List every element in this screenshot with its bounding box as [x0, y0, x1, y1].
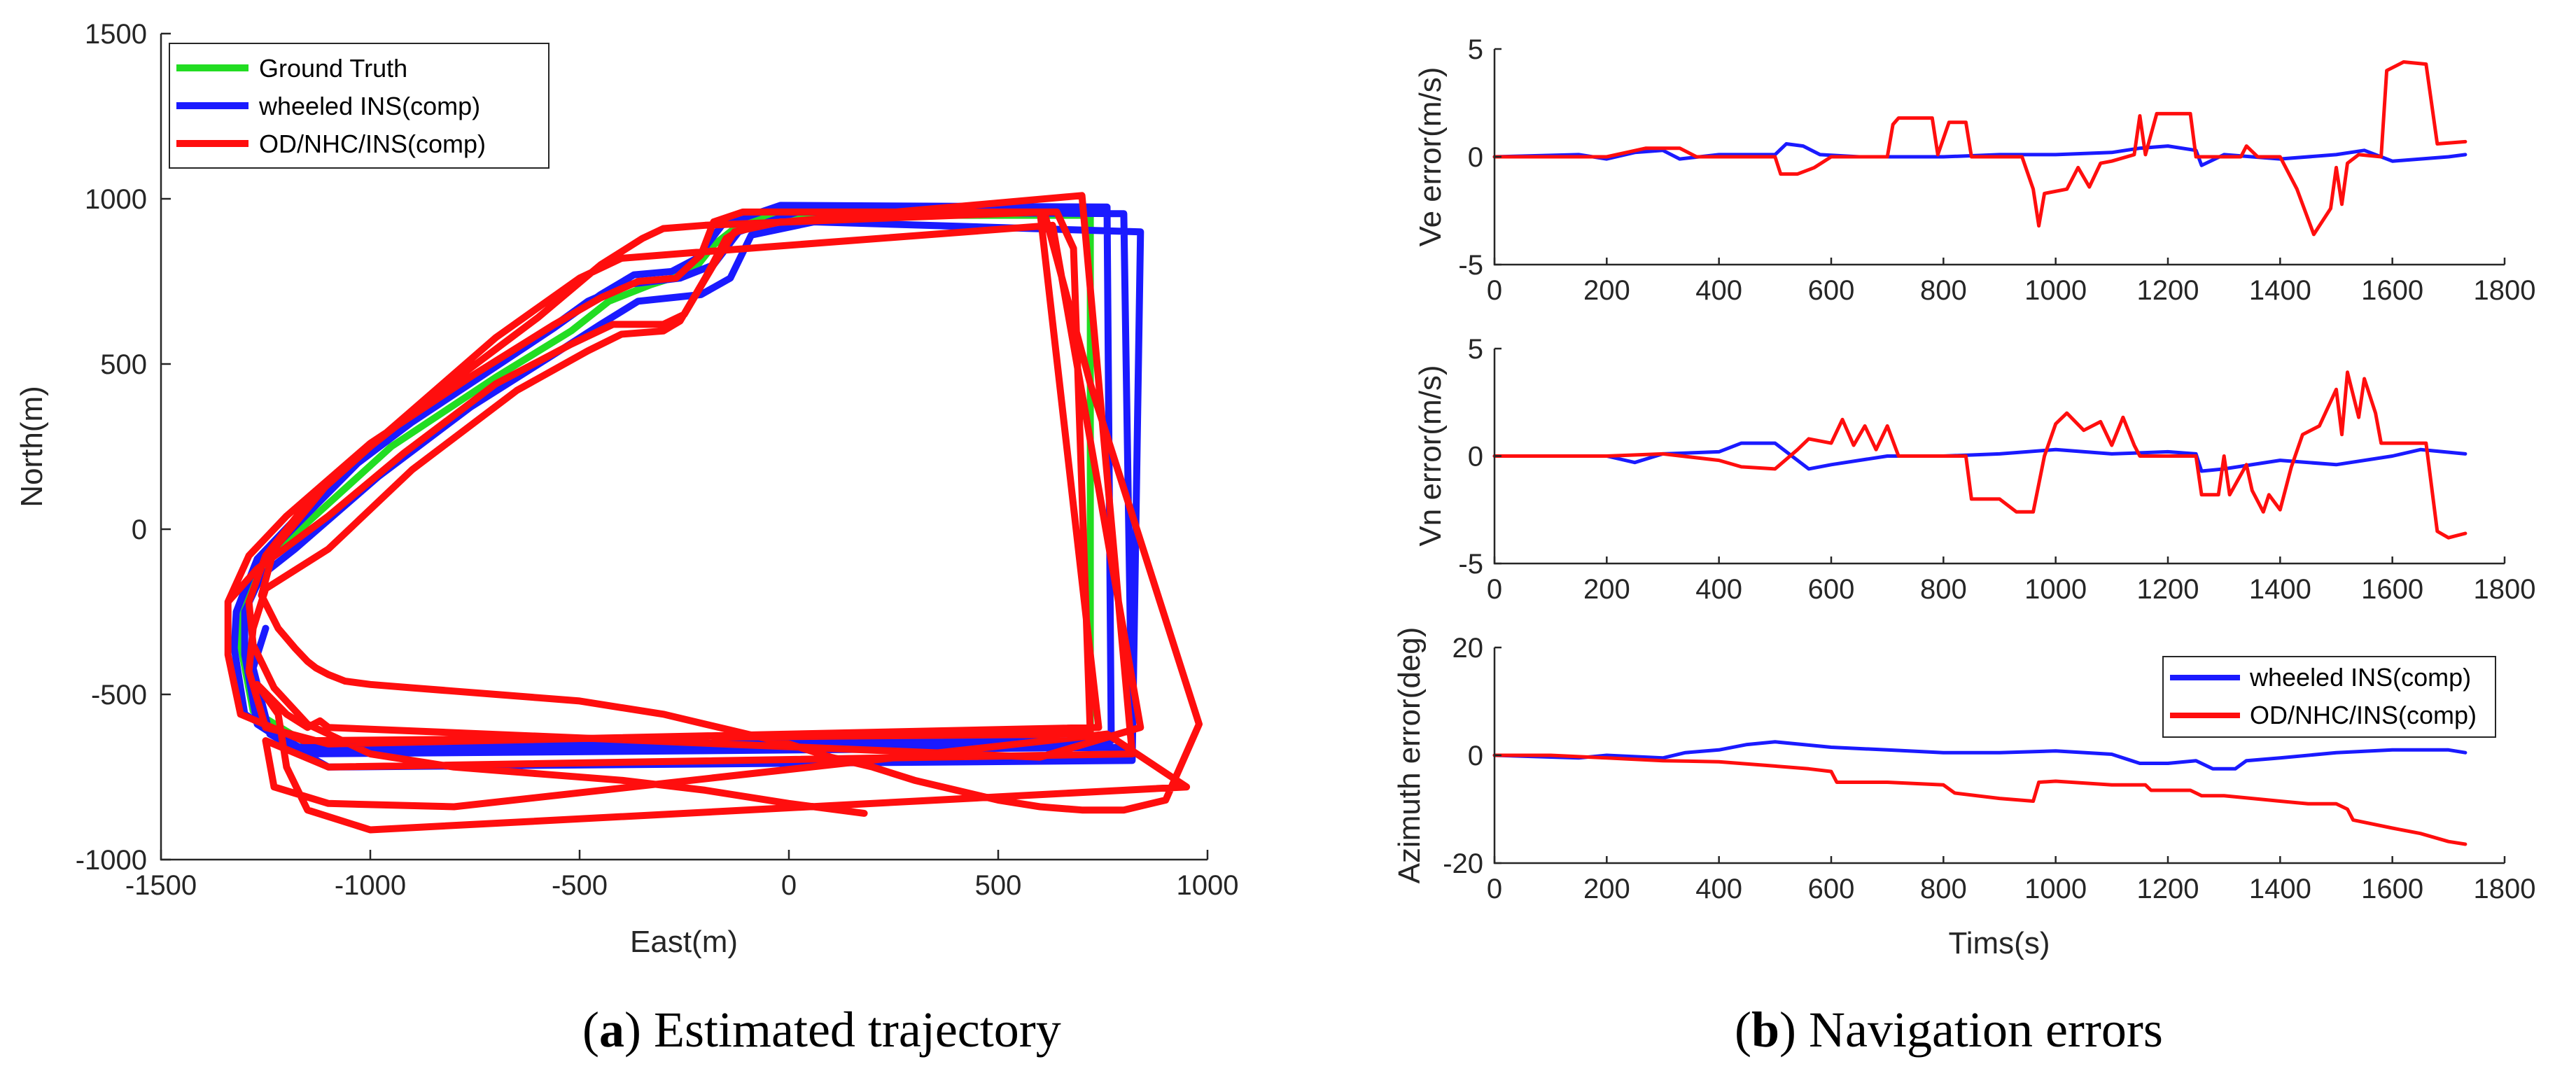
- azimuth-error-xlabel: Tims(s): [1949, 926, 2050, 960]
- az-xtick-label: 1400: [2249, 874, 2311, 904]
- traj-xtick-label: -1000: [335, 870, 406, 901]
- caption-a-label: a: [599, 1002, 624, 1058]
- legend-label-wheeled-ins: wheeled INS(comp): [258, 92, 480, 120]
- caption-a-text: Estimated trajectory: [641, 1002, 1061, 1058]
- az-xtick-label: 1800: [2474, 874, 2536, 904]
- vn-error-ylabel: Vn error(m/s): [1413, 365, 1448, 546]
- vn-xtick-label: 600: [1808, 574, 1855, 605]
- azimuth-legend-label-wheeled-ins: wheeled INS(comp): [2249, 663, 2471, 692]
- vn-error-x-ticks: 0 200 400 600 800 1000 1200 1400 1600 1800: [1487, 556, 2536, 605]
- ve-xtick-label: 1600: [2361, 275, 2423, 306]
- vn-xtick-label: 200: [1583, 574, 1630, 605]
- caption-b-label: b: [1751, 1002, 1779, 1058]
- az-xtick-label: 1000: [2024, 874, 2087, 904]
- ve-series-wheeled-ins-comp: [1492, 142, 2468, 167]
- trajectory-x-ticks: -1500 -1000 -500 0 500 1000: [125, 850, 1239, 901]
- trajectory-series-group: [224, 192, 1203, 834]
- vn-xtick-label: 1200: [2137, 574, 2199, 605]
- ve-series-od-nhc-ins-comp: [1492, 60, 2468, 237]
- ve-ytick-label: -5: [1458, 250, 1483, 281]
- ve-xtick-label: 0: [1487, 275, 1502, 306]
- az-xtick-label: 800: [1920, 874, 1967, 904]
- trajectory-plot: -1500 -1000 -500 0 500 1000 -1000-50005001000…: [15, 19, 1238, 959]
- az-xtick-label: 200: [1583, 874, 1630, 904]
- az-xtick-label: 1200: [2137, 874, 2199, 904]
- azimuth-error-series-group: [1492, 740, 2468, 846]
- ve-xtick-label: 1200: [2137, 275, 2199, 306]
- az-series-od-nhc-ins-comp: [1492, 753, 2468, 846]
- azimuth-error-ylabel: Azimuth error(deg): [1392, 627, 1427, 884]
- vn-xtick-label: 1600: [2361, 574, 2423, 605]
- ve-error-plot: 0 200 400 600 800 1000 1200 1400 1600 1800 -505 V…: [1413, 34, 2535, 306]
- caption-a: (a) Estimated trajectory: [582, 1002, 1061, 1058]
- azimuth-legend-label-od-nhc-ins: OD/NHC/INS(comp): [2250, 701, 2477, 729]
- ve-xtick-label: 800: [1920, 275, 1967, 306]
- traj-ytick-label: 1500: [85, 19, 147, 50]
- traj-ytick-label: 1000: [85, 184, 147, 215]
- legend-label-od-nhc-ins: OD/NHC/INS(comp): [259, 130, 486, 158]
- vn-error-series-group: [1492, 370, 2468, 540]
- caption-b: (b) Navigation errors: [1735, 1002, 2163, 1058]
- vn-ytick-label: 0: [1468, 442, 1483, 472]
- traj-series-wheeled-ins-comp: [230, 202, 1144, 771]
- vn-ytick-label: -5: [1458, 549, 1483, 580]
- legend-label-ground-truth: Ground Truth: [259, 54, 407, 83]
- traj-xtick-label: -500: [552, 870, 608, 901]
- vn-ytick-label: 5: [1468, 334, 1483, 365]
- trajectory-legend: Ground Truth wheeled INS(comp) OD/NHC/IN…: [169, 43, 550, 169]
- traj-xtick-label: 500: [975, 870, 1022, 901]
- ve-xtick-label: 1800: [2474, 275, 2536, 306]
- ve-error-x-ticks: 0 200 400 600 800 1000 1200 1400 1600 1800: [1487, 258, 2536, 306]
- traj-ytick-label: 0: [132, 514, 147, 545]
- traj-ytick-label: -1000: [76, 845, 147, 876]
- vn-series-od-nhc-ins-comp: [1492, 370, 2468, 540]
- az-ytick-label: 20: [1452, 633, 1484, 664]
- azimuth-error-plot: 0 200 400 600 800 1000 1200 1400 1600 1800 -20020…: [1392, 627, 2535, 960]
- traj-xtick-label: 0: [781, 870, 797, 901]
- trajectory-y-ticks: -1000 -500 0 500 1000 1500: [76, 19, 171, 876]
- az-xtick-label: 600: [1808, 874, 1855, 904]
- ve-error-series-group: [1492, 60, 2468, 237]
- traj-xtick-label: 1000: [1177, 870, 1239, 901]
- azimuth-legend: wheeled INS(comp) OD/NHC/INS(comp): [2162, 656, 2496, 738]
- vn-xtick-label: 0: [1487, 574, 1502, 605]
- vn-error-y-ticks: -5 0 5: [1458, 334, 1502, 580]
- vn-xtick-label: 400: [1695, 574, 1742, 605]
- ve-error-y-ticks: -5 0 5: [1458, 34, 1502, 281]
- trajectory-ylabel: North(m): [15, 386, 49, 507]
- ve-error-ylabel: Ve error(m/s): [1413, 67, 1448, 247]
- traj-series-od-nhc-ins-comp: [224, 192, 1203, 834]
- ve-xtick-label: 400: [1695, 275, 1742, 306]
- az-ytick-label: 0: [1468, 741, 1483, 771]
- az-xtick-label: 1600: [2361, 874, 2423, 904]
- traj-xtick-label: -1500: [125, 870, 197, 901]
- az-series-wheeled-ins-comp: [1492, 740, 2468, 771]
- vn-series-wheeled-ins-comp: [1492, 441, 2468, 473]
- az-ytick-label: -20: [1443, 848, 1483, 879]
- vn-xtick-label: 1400: [2249, 574, 2311, 605]
- vn-error-plot: 0 200 400 600 800 1000 1200 1400 1600 1800 -505 V…: [1413, 334, 2535, 605]
- az-xtick-label: 400: [1695, 874, 1742, 904]
- ve-ytick-label: 5: [1468, 34, 1483, 65]
- ve-xtick-label: 600: [1808, 275, 1855, 306]
- vn-xtick-label: 1800: [2474, 574, 2536, 605]
- traj-ytick-label: 500: [100, 349, 147, 380]
- ve-xtick-label: 200: [1583, 275, 1630, 306]
- vn-xtick-label: 1000: [2024, 574, 2087, 605]
- ve-ytick-label: 0: [1468, 142, 1483, 173]
- azimuth-legend-box: [2162, 656, 2496, 738]
- caption-b-text: Navigation errors: [1796, 1002, 2163, 1058]
- ve-xtick-label: 1000: [2024, 275, 2087, 306]
- vn-xtick-label: 800: [1920, 574, 1967, 605]
- azimuth-error-y-ticks: -20 0 20: [1443, 633, 1502, 879]
- azimuth-error-x-ticks: 0 200 400 600 800 1000 1200 1400 1600 1800: [1487, 856, 2536, 904]
- ve-xtick-label: 1400: [2249, 275, 2311, 306]
- trajectory-xlabel: East(m): [630, 925, 738, 959]
- az-xtick-label: 0: [1487, 874, 1502, 904]
- traj-ytick-label: -500: [91, 680, 147, 710]
